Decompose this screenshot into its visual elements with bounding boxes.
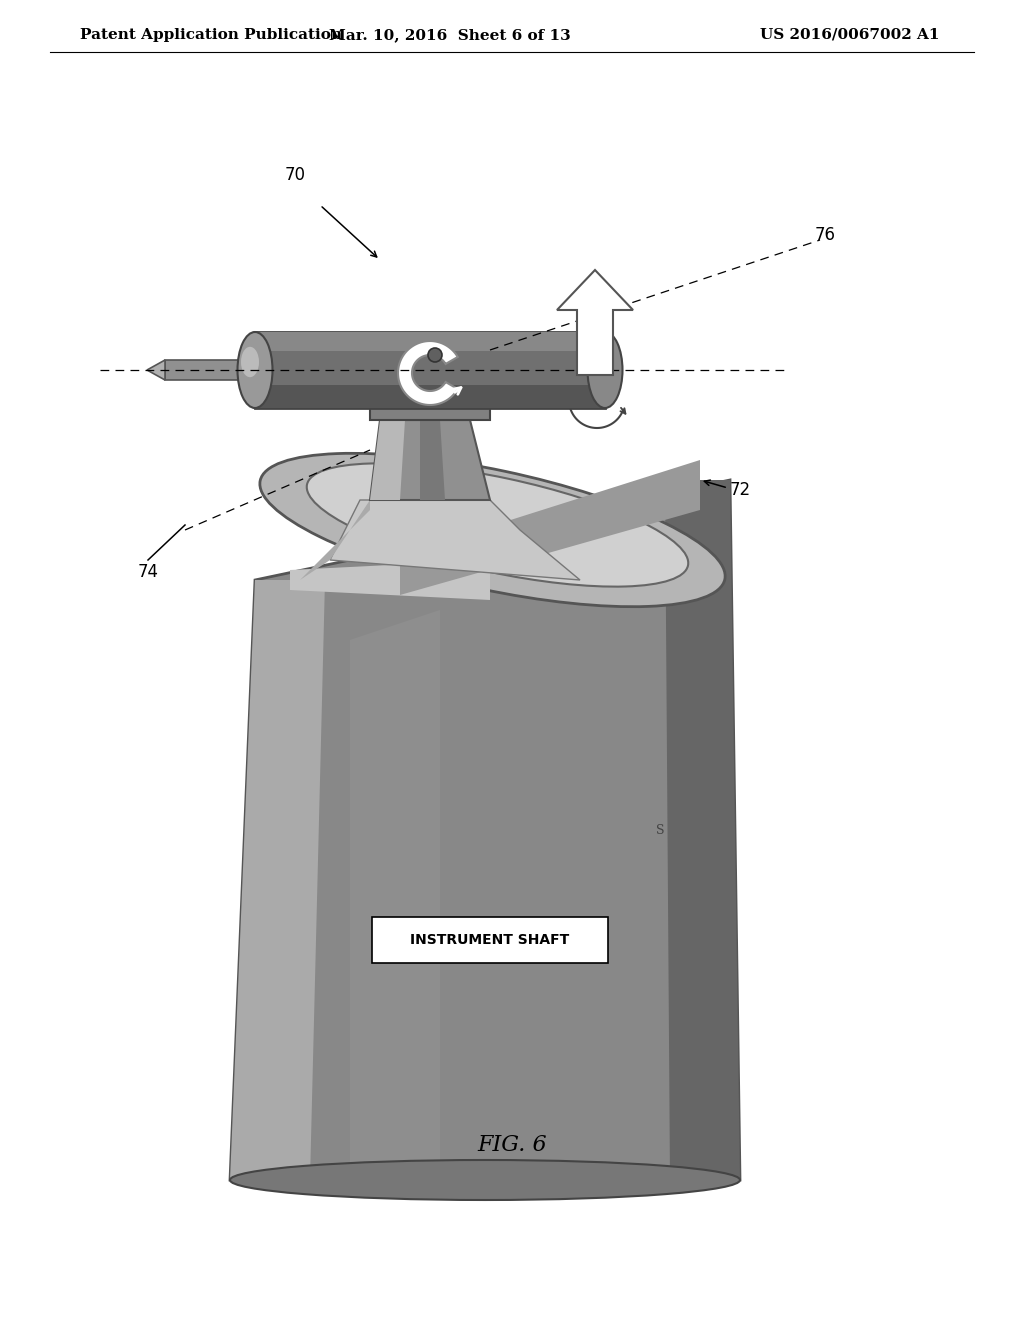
Polygon shape xyxy=(147,360,165,380)
Ellipse shape xyxy=(588,333,623,408)
Ellipse shape xyxy=(307,463,688,586)
Text: Patent Application Publication: Patent Application Publication xyxy=(80,28,342,42)
Ellipse shape xyxy=(428,348,442,362)
Polygon shape xyxy=(400,459,700,595)
Polygon shape xyxy=(165,360,255,380)
Polygon shape xyxy=(557,271,633,375)
FancyBboxPatch shape xyxy=(372,917,608,964)
Polygon shape xyxy=(370,420,490,500)
Polygon shape xyxy=(255,333,605,408)
Ellipse shape xyxy=(241,347,259,378)
Text: 74: 74 xyxy=(137,564,159,581)
Text: Mar. 10, 2016  Sheet 6 of 13: Mar. 10, 2016 Sheet 6 of 13 xyxy=(329,28,570,42)
Polygon shape xyxy=(420,420,445,500)
Text: 76: 76 xyxy=(815,226,836,244)
Text: 72: 72 xyxy=(730,480,752,499)
Text: US 2016/0067002 A1: US 2016/0067002 A1 xyxy=(761,28,940,42)
Text: INSTRUMENT SHAFT: INSTRUMENT SHAFT xyxy=(411,933,569,946)
Text: 70: 70 xyxy=(285,166,305,183)
Polygon shape xyxy=(230,480,740,1180)
Polygon shape xyxy=(370,389,490,420)
Ellipse shape xyxy=(238,333,272,408)
Polygon shape xyxy=(255,385,605,408)
Polygon shape xyxy=(255,333,605,351)
Polygon shape xyxy=(665,480,740,1180)
Text: FIG. 6: FIG. 6 xyxy=(477,1134,547,1156)
Polygon shape xyxy=(350,610,440,1180)
Polygon shape xyxy=(398,341,458,405)
Polygon shape xyxy=(370,420,406,500)
Ellipse shape xyxy=(230,1160,740,1200)
Text: S: S xyxy=(655,824,665,837)
Polygon shape xyxy=(330,484,580,579)
Ellipse shape xyxy=(260,453,725,607)
Polygon shape xyxy=(290,560,490,601)
Polygon shape xyxy=(230,579,325,1180)
Polygon shape xyxy=(300,500,370,579)
